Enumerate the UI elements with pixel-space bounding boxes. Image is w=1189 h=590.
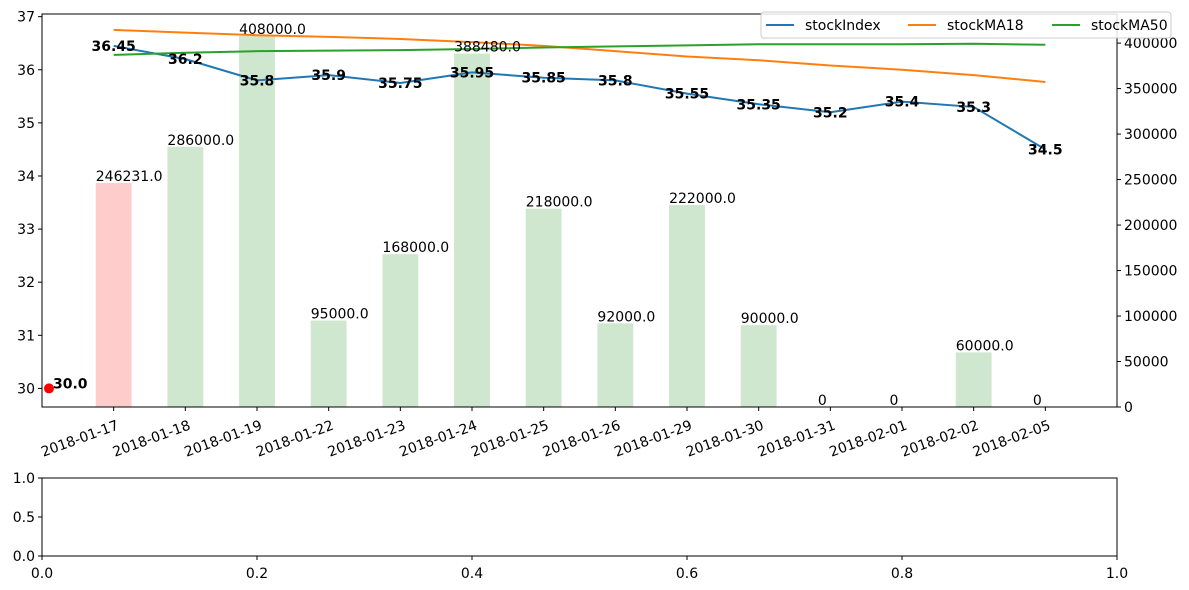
bar-value-label: 286000.0 bbox=[167, 133, 234, 149]
legend: stockIndex stockMA18 stockMA50 bbox=[760, 11, 1172, 39]
y-left-tick-label: 33 bbox=[17, 222, 35, 238]
x-tick-label: 2018-02-01 bbox=[827, 418, 909, 461]
price-point-label: 35.55 bbox=[665, 87, 709, 103]
sub-x-tick-label: 1.0 bbox=[1106, 566, 1128, 582]
bar-value-label: 92000.0 bbox=[597, 309, 655, 325]
legend-label: stockIndex bbox=[805, 18, 881, 34]
x-tick-label: 2018-01-26 bbox=[541, 418, 623, 461]
x-tick-label: 2018-01-25 bbox=[469, 418, 551, 461]
price-point-label: 34.5 bbox=[1028, 142, 1063, 158]
sub-x-tick-label: 0.2 bbox=[246, 566, 268, 582]
price-point-label: 36.45 bbox=[92, 39, 136, 55]
sub-y-tick-label: 1.0 bbox=[13, 471, 35, 487]
sub-x-tick-label: 0.8 bbox=[891, 566, 913, 582]
volume-bar bbox=[95, 182, 132, 407]
volume-bar bbox=[310, 320, 347, 407]
price-point-label: 35.35 bbox=[737, 97, 781, 113]
bar-value-label: 0 bbox=[818, 393, 827, 409]
y-left-tick-label: 31 bbox=[17, 328, 35, 344]
y-left-tick-label: 34 bbox=[17, 169, 35, 185]
price-point-label: 35.8 bbox=[240, 73, 275, 89]
bar-value-label: 168000.0 bbox=[382, 240, 449, 256]
volume-bar bbox=[239, 35, 275, 407]
y-left-tick-label: 35 bbox=[17, 116, 35, 132]
series-line-stockMA50 bbox=[113, 42, 1046, 56]
sub-x-tick-label: 0.4 bbox=[461, 566, 483, 582]
marker-point bbox=[44, 383, 54, 394]
volume-bar bbox=[167, 146, 204, 407]
legend-label: stockMA18 bbox=[947, 18, 1024, 34]
marker-label: 30.0 bbox=[53, 376, 88, 392]
bar-value-label: 388480.0 bbox=[454, 40, 521, 56]
y-right-tick-label: 150000 bbox=[1124, 264, 1177, 280]
x-tick-label: 2018-02-05 bbox=[971, 418, 1053, 461]
volume-bar bbox=[597, 323, 634, 407]
series-line-stockMA18 bbox=[113, 28, 1046, 83]
sub-y-tick-label: 0.0 bbox=[13, 549, 35, 565]
sub-y-tick-label: 0.5 bbox=[13, 510, 35, 526]
sub-plot-frame bbox=[41, 477, 1118, 557]
volume-bar bbox=[382, 254, 419, 407]
sub-x-tick-label: 0.0 bbox=[31, 566, 53, 582]
y-left-tick-label: 30 bbox=[17, 381, 35, 397]
bar-value-label: 246231.0 bbox=[96, 169, 163, 185]
bar-value-label: 0 bbox=[1033, 393, 1042, 409]
legend-label: stockMA50 bbox=[1091, 18, 1168, 34]
y-right-tick-label: 0 bbox=[1124, 400, 1133, 416]
sub-x-tick-label: 0.6 bbox=[676, 566, 698, 582]
price-point-label: 35.2 bbox=[813, 105, 848, 121]
plot-frame bbox=[41, 13, 1118, 408]
volume-bar bbox=[669, 205, 705, 407]
y-right-tick-label: 300000 bbox=[1124, 127, 1177, 143]
y-right-tick-label: 200000 bbox=[1124, 218, 1177, 234]
y-left-tick-label: 36 bbox=[17, 63, 35, 79]
x-tick-label: 2018-01-31 bbox=[756, 418, 838, 461]
y-right-tick-label: 100000 bbox=[1124, 309, 1177, 325]
y-right-tick-label: 50000 bbox=[1124, 355, 1169, 371]
legend-box bbox=[760, 11, 1172, 39]
volume-bar bbox=[454, 53, 490, 407]
volume-bar bbox=[525, 208, 562, 407]
y-left-tick-label: 37 bbox=[17, 10, 35, 26]
price-point-label: 35.9 bbox=[311, 68, 346, 84]
bar-value-label: 90000.0 bbox=[741, 311, 799, 327]
price-point-label: 35.4 bbox=[885, 95, 920, 111]
price-point-label: 35.85 bbox=[522, 71, 566, 87]
volume-bar bbox=[955, 352, 992, 407]
x-tick-label: 2018-02-02 bbox=[899, 418, 981, 461]
sub-chart: 0.0 0.2 0.4 0.6 0.8 1.0 0.0 0.5 1.0 bbox=[13, 471, 1128, 582]
price-point-label: 35.8 bbox=[598, 73, 633, 89]
bar-value-label: 0 bbox=[890, 393, 899, 409]
y-right-tick-label: 400000 bbox=[1124, 36, 1177, 52]
x-tick-label: 2018-01-29 bbox=[612, 418, 694, 461]
x-tick-label: 2018-01-22 bbox=[254, 418, 336, 461]
bar-value-label: 95000.0 bbox=[311, 307, 369, 323]
y-right-tick-label: 250000 bbox=[1124, 173, 1177, 189]
bar-value-label: 218000.0 bbox=[526, 195, 593, 211]
main-chart: 246231.0 286000.0 408000.0 95000.0 168000.0 3… bbox=[17, 10, 1177, 461]
y-left-tick-label: 32 bbox=[17, 275, 35, 291]
volume-bar bbox=[740, 325, 777, 407]
x-tick-label: 2018-01-19 bbox=[182, 418, 264, 461]
x-tick-label: 2018-01-23 bbox=[326, 418, 408, 461]
bar-value-label: 408000.0 bbox=[239, 22, 306, 38]
price-point-label: 35.95 bbox=[450, 65, 494, 81]
x-tick-label: 2018-01-30 bbox=[684, 418, 766, 461]
bar-value-label: 60000.0 bbox=[956, 338, 1014, 354]
price-point-label: 35.75 bbox=[378, 76, 422, 92]
series-line-stockIndex bbox=[113, 44, 1046, 151]
x-tick-label: 2018-01-17 bbox=[39, 418, 121, 461]
price-point-label: 35.3 bbox=[956, 100, 991, 116]
price-point-label: 36.2 bbox=[168, 52, 203, 68]
y-right-tick-label: 350000 bbox=[1124, 82, 1177, 98]
x-tick-label: 2018-01-24 bbox=[397, 418, 479, 461]
x-tick-label: 2018-01-18 bbox=[111, 418, 193, 461]
bar-value-label: 222000.0 bbox=[669, 191, 736, 207]
